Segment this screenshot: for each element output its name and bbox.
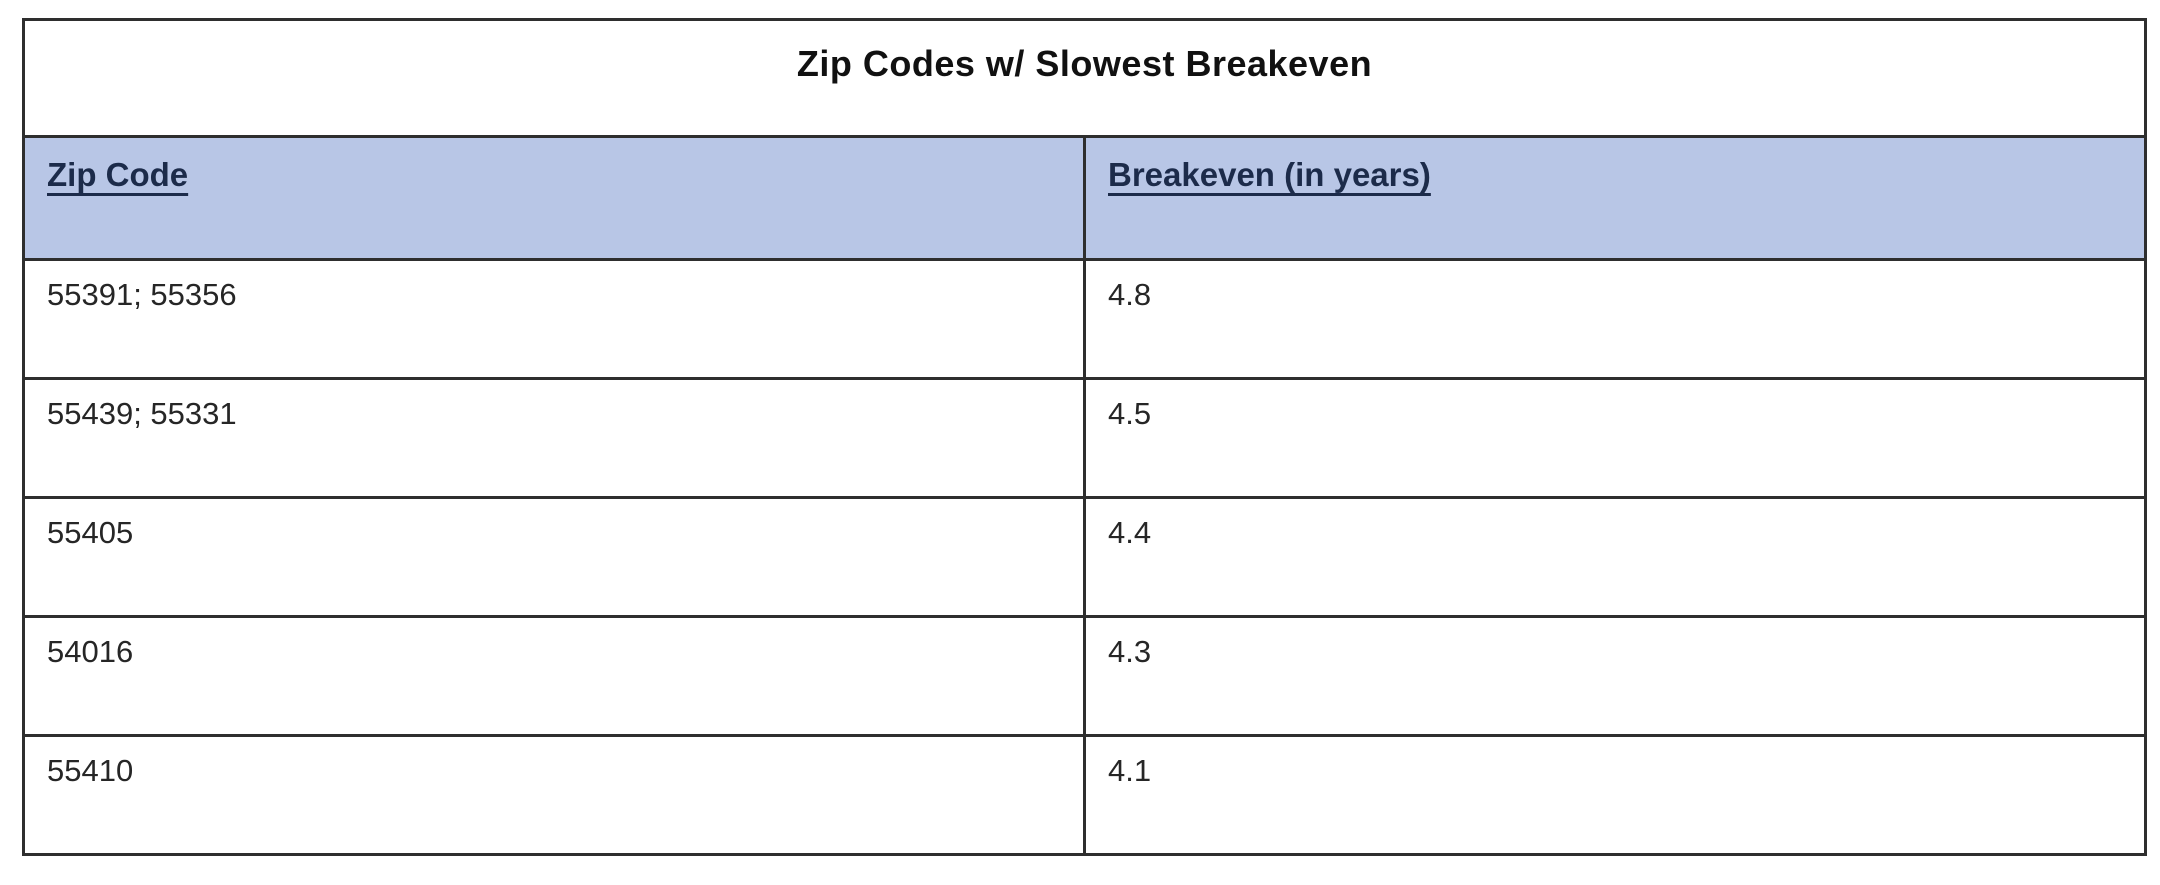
zip-code-cell: 55410 [22, 734, 1086, 856]
breakeven-cell: 4.1 [1083, 734, 2147, 856]
zip-code-cell: 55405 [22, 496, 1086, 618]
column-header-zip-code: Zip Code [22, 135, 1086, 261]
table-header-row: Zip Code Breakeven (in years) [22, 135, 2147, 261]
zip-code-cell: 55439; 55331 [22, 377, 1086, 499]
breakeven-cell: 4.5 [1083, 377, 2147, 499]
breakeven-table: Zip Codes w/ Slowest Breakeven Zip Code … [22, 18, 2147, 856]
breakeven-cell: 4.8 [1083, 258, 2147, 380]
column-header-breakeven: Breakeven (in years) [1083, 135, 2147, 261]
zip-code-cell: 55391; 55356 [22, 258, 1086, 380]
table-row: 55391; 55356 4.8 [22, 258, 2147, 380]
column-header-zip-code-label: Zip Code [47, 156, 189, 193]
table-row: 54016 4.3 [22, 615, 2147, 737]
breakeven-cell: 4.4 [1083, 496, 2147, 618]
table-row: 55410 4.1 [22, 734, 2147, 856]
table-title: Zip Codes w/ Slowest Breakeven [22, 18, 2147, 138]
table-title-row: Zip Codes w/ Slowest Breakeven [22, 18, 2147, 138]
table-row: 55439; 55331 4.5 [22, 377, 2147, 499]
breakeven-cell: 4.3 [1083, 615, 2147, 737]
zip-code-cell: 54016 [22, 615, 1086, 737]
column-header-breakeven-label: Breakeven (in years) [1108, 156, 1431, 193]
table-row: 55405 4.4 [22, 496, 2147, 618]
